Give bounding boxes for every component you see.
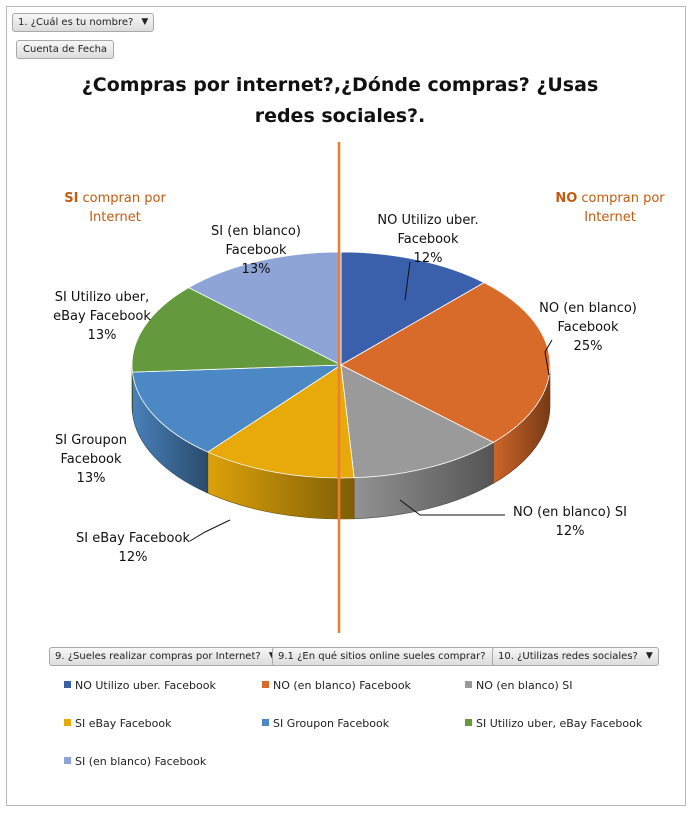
pie-slice-no-utilizo-uber-facebook[interactable] <box>340 251 485 366</box>
data-label-no-utilizo-uber-facebook: NO Utilizo uber. Facebook 12% <box>377 213 478 266</box>
axis-field-label-shopping: 9. ¿Sueles realizar compras por Internet… <box>55 651 261 662</box>
axis-field-button-social[interactable]: 10. ¿Utilizas redes sociales? ▼ <box>492 647 659 666</box>
chart-title: ¿Compras por internet?,¿Dónde compras? ¿… <box>70 70 610 132</box>
legend-swatch <box>465 681 472 688</box>
legend-label: SI eBay Facebook <box>75 717 172 730</box>
legend-label: SI (en blanco) Facebook <box>75 755 207 768</box>
legend-swatch <box>64 719 71 726</box>
no-annotation-line-2: Internet <box>584 210 636 225</box>
pie-slice-si-en-blanco-facebook[interactable] <box>187 251 342 366</box>
legend-item-si-utilizo-uber-ebay-facebook[interactable]: SI Utilizo uber, eBay Facebook <box>465 717 642 730</box>
pie-slice-si-utilizo-uber-ebay-facebook[interactable] <box>131 287 342 373</box>
axis-field-label-social: 10. ¿Utilizas redes sociales? <box>498 651 638 662</box>
values-field-label: Cuenta de Fecha <box>23 44 108 55</box>
data-label-si-ebay-facebook: SI eBay Facebook 12% <box>76 531 190 565</box>
legend-item-si-en-blanco-facebook[interactable]: SI (en blanco) Facebook <box>64 755 206 768</box>
pie-slice-no-en-blanco-facebook[interactable] <box>340 282 551 443</box>
legend-swatch <box>262 681 269 688</box>
legend-label: NO Utilizo uber. Facebook <box>75 679 216 692</box>
leader-line-no-utilizo-uber-facebook <box>404 261 411 301</box>
pie-slice-si-ebay-facebook[interactable] <box>206 364 355 479</box>
legend-label: SI Utilizo uber, eBay Facebook <box>476 717 643 730</box>
chart-title-line-1: ¿Compras por internet?,¿Dónde compras? ¿… <box>81 74 599 96</box>
legend-label: NO (en blanco) Facebook <box>273 679 411 692</box>
legend-swatch <box>64 681 71 688</box>
leader-line-no-en-blanco-si <box>399 499 505 516</box>
filter-name-field-label: 1. ¿Cuál es tu nombre? <box>18 17 134 28</box>
axis-field-label-sites: 9.1 ¿En qué sitios online sueles comprar… <box>278 651 486 662</box>
pie-slice-si-groupon-facebook[interactable] <box>131 364 343 453</box>
data-label-no-en-blanco-si: NO (en blanco) SI 12% <box>513 505 627 539</box>
axis-field-button-shopping[interactable]: 9. ¿Sueles realizar compras por Internet… <box>49 647 282 666</box>
data-label-no-en-blanco-facebook: NO (en blanco) Facebook 25% <box>539 301 637 354</box>
leader-line-si-ebay-facebook <box>189 519 231 542</box>
data-label-si-utilizo-uber-ebay-facebook: SI Utilizo uber, eBay Facebook 13% <box>53 290 151 343</box>
si-annotation-line-1: SI compran por <box>64 191 166 206</box>
si-annotation-line-2: Internet <box>89 210 141 225</box>
pie-slice-no-en-blanco-si[interactable] <box>340 364 495 479</box>
legend-swatch <box>262 719 269 726</box>
axis-field-button-sites[interactable]: 9.1 ¿En qué sitios online sueles comprar… <box>272 647 507 666</box>
legend-label: SI Groupon Facebook <box>273 717 390 730</box>
data-label-si-groupon-facebook: SI Groupon Facebook 13% <box>55 433 127 486</box>
legend-label: NO (en blanco) SI <box>476 679 573 692</box>
values-field-button[interactable]: Cuenta de Fecha <box>16 40 115 59</box>
legend-swatch <box>64 757 71 764</box>
legend-item-no-en-blanco-facebook[interactable]: NO (en blanco) Facebook <box>262 679 411 692</box>
data-label-si-en-blanco-facebook: SI (en blanco) Facebook 13% <box>211 224 301 277</box>
legend-swatch <box>465 719 472 726</box>
chevron-down-icon[interactable]: ▼ <box>645 651 653 661</box>
legend-item-si-groupon-facebook[interactable]: SI Groupon Facebook <box>262 717 389 730</box>
chart-title-line-2: redes sociales?. <box>254 105 426 127</box>
no-annotation-line-1: NO compran por <box>555 191 665 206</box>
legend-item-no-en-blanco-si[interactable]: NO (en blanco) SI <box>465 679 572 692</box>
filter-name-field-button[interactable]: 1. ¿Cuál es tu nombre? ▼ <box>12 13 155 32</box>
chevron-down-icon[interactable]: ▼ <box>141 17 149 27</box>
leader-line-no-en-blanco-facebook <box>544 339 553 376</box>
legend-item-no-utilizo-uber-facebook[interactable]: NO Utilizo uber. Facebook <box>64 679 216 692</box>
legend-item-si-ebay-facebook[interactable]: SI eBay Facebook <box>64 717 171 730</box>
